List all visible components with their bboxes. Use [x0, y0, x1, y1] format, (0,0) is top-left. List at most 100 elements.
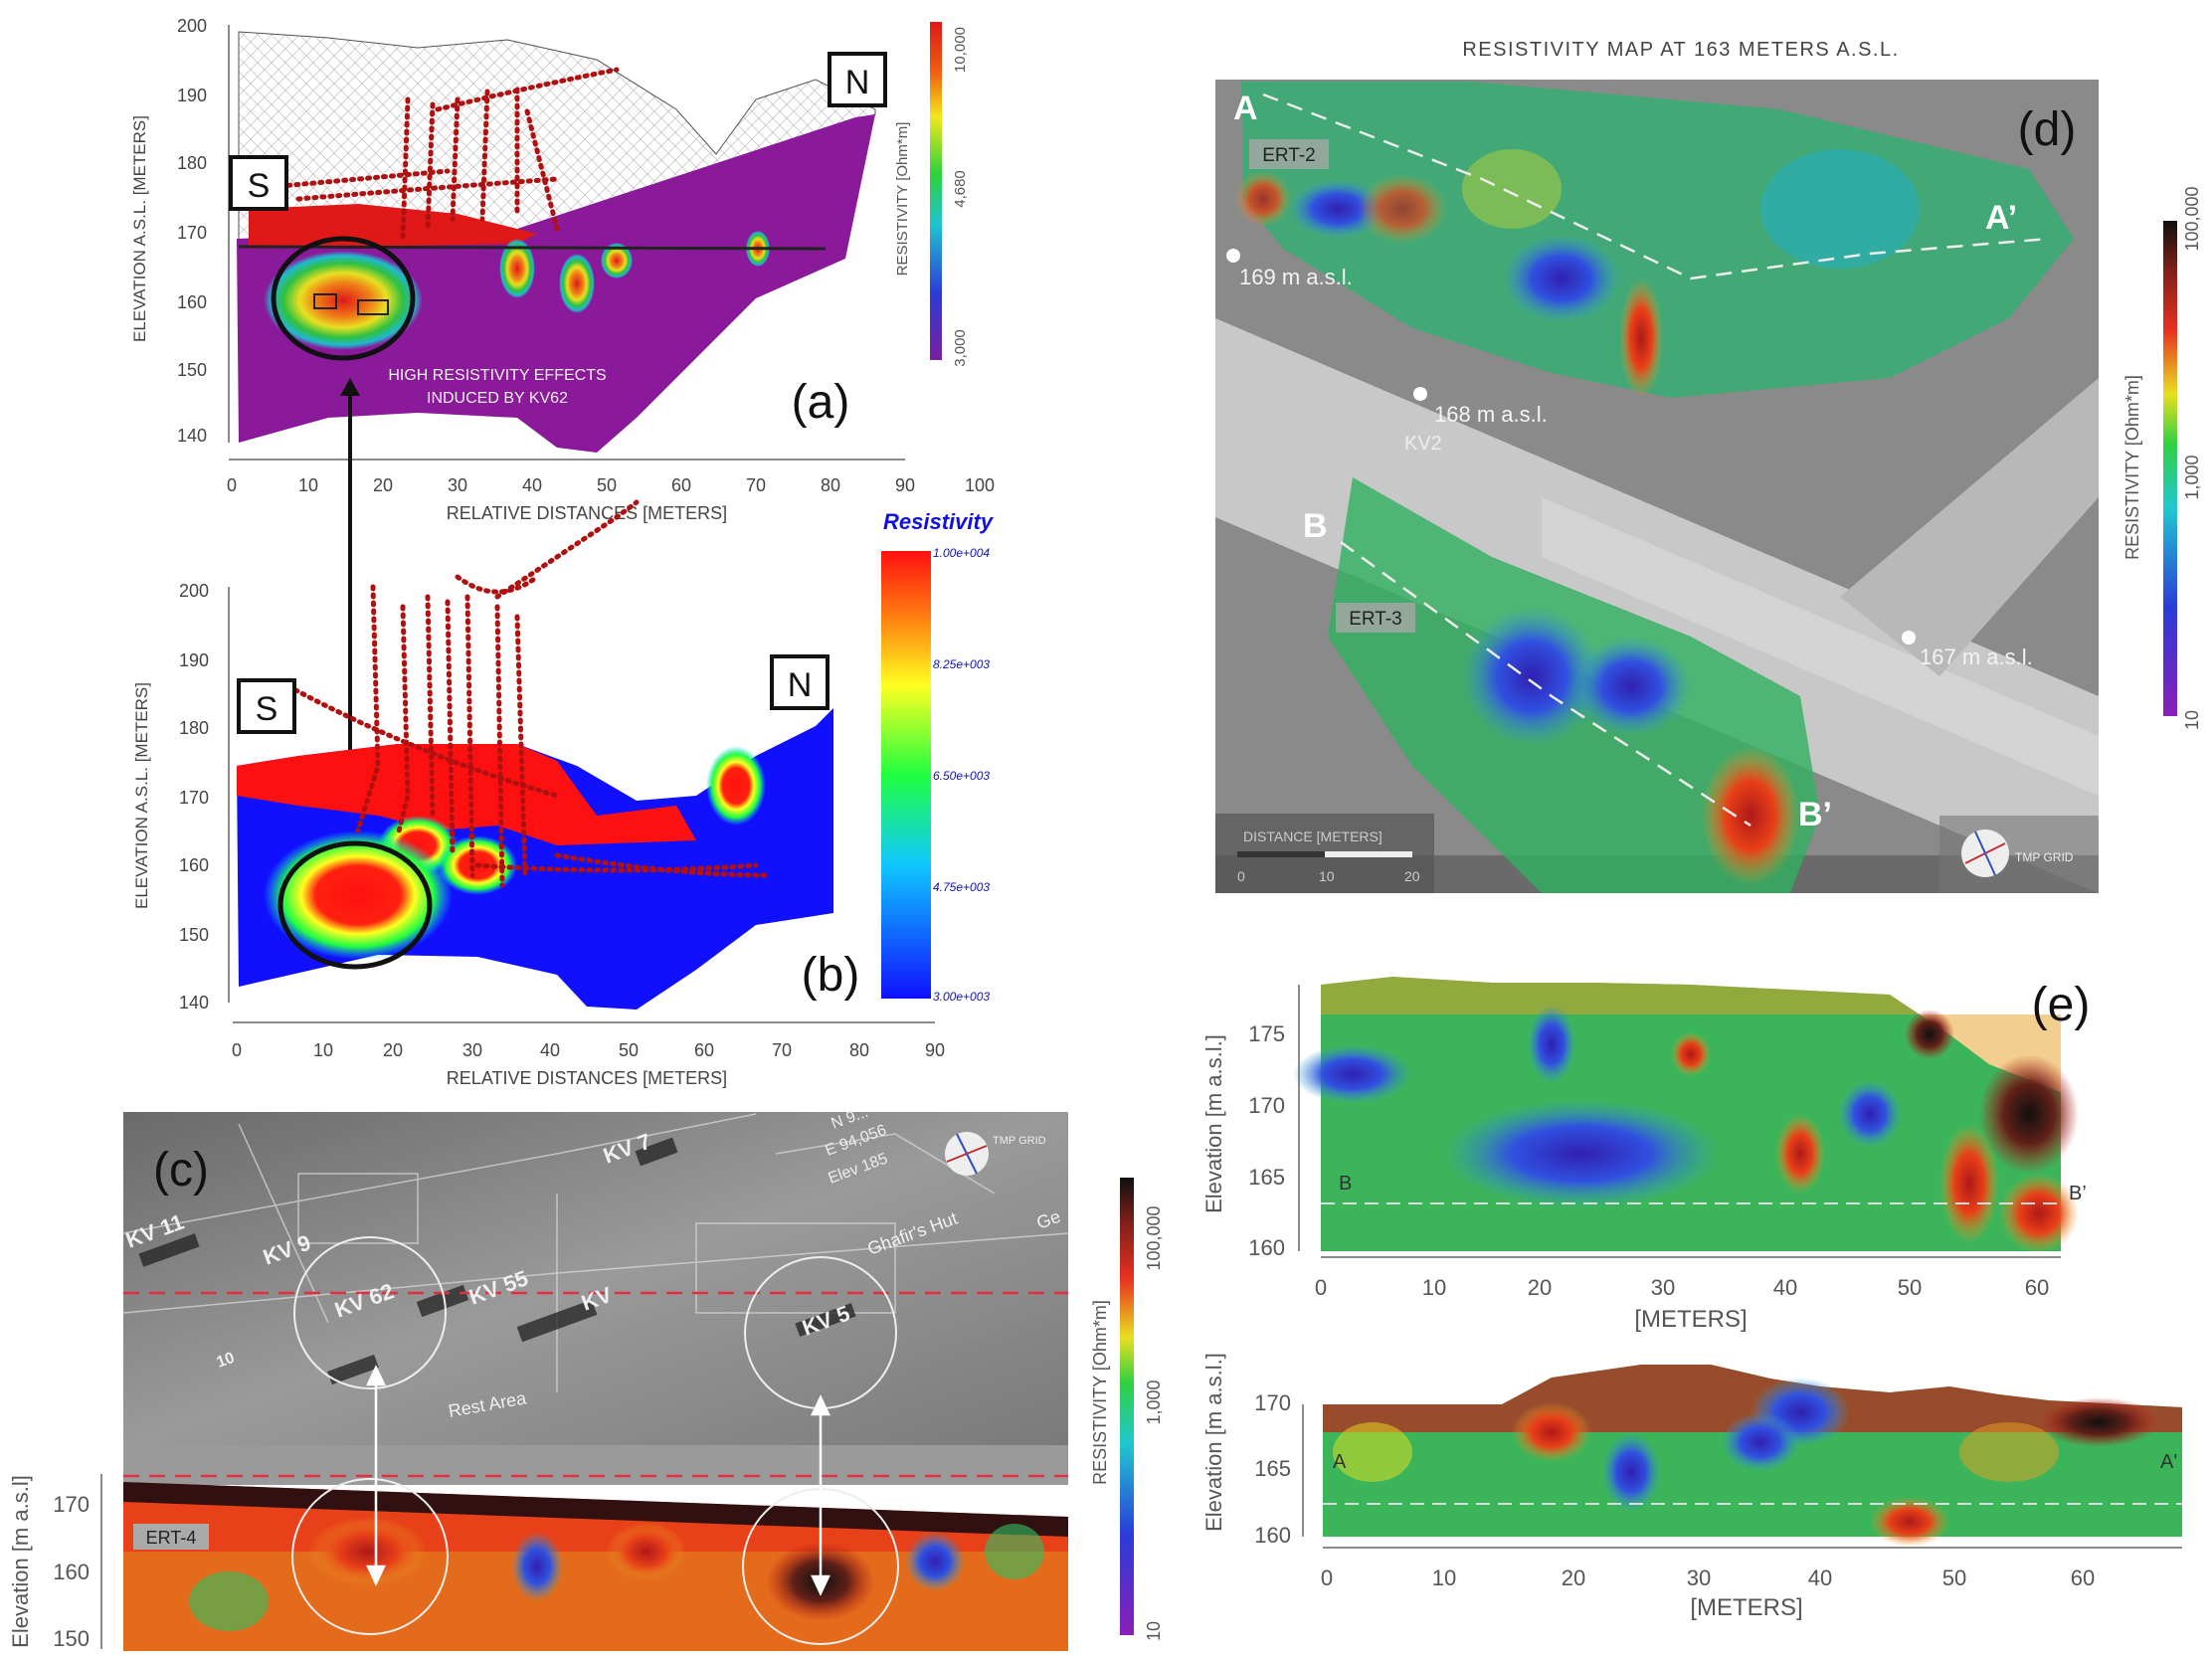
- panel-b-north-box: [770, 654, 830, 710]
- panel-a-xtick: 40: [522, 475, 542, 495]
- panel-c-ert4-tag: ERT-4: [146, 1528, 197, 1548]
- panel-e-blob: [1775, 1114, 1825, 1194]
- panel-e-blob: [1512, 1402, 1591, 1462]
- panel-a-label: (a): [792, 376, 850, 429]
- panel-a-anomaly: [499, 239, 535, 298]
- panel-c-grey-band: [123, 1445, 1068, 1485]
- panel-e-top-xtick: 40: [1773, 1275, 1797, 1300]
- panel-e-bottom-xtick: 30: [1687, 1565, 1711, 1590]
- panel-d-colorbar: [2163, 221, 2177, 716]
- panel-a-xtick: 80: [821, 475, 840, 495]
- panel-d-point-a-prime: A’: [1985, 199, 2017, 237]
- panel-a-ytick: 180: [177, 153, 207, 173]
- panel-b-cbtick: 3.00e+003: [933, 990, 990, 1004]
- panel-e-top-xtick: 20: [1528, 1275, 1552, 1300]
- panel-d-blob: [1701, 746, 1800, 885]
- panel-b-ytick: 200: [179, 581, 209, 601]
- panel-a-ytick: 170: [177, 223, 207, 243]
- panel-e-bottom-xtick: 50: [1942, 1565, 1966, 1590]
- panel-c-ytick: 170: [53, 1492, 90, 1517]
- panel-e-top-yticks: 175 170 165 160: [1248, 1021, 1285, 1260]
- panel-d-blob: [1760, 149, 1920, 269]
- panel-d-profile-b: [1340, 540, 1751, 828]
- panel-b-xtick: 40: [540, 1040, 560, 1060]
- panel-d-compass-icon: TMP GRID: [1939, 816, 2099, 893]
- panel-a-anomaly: [601, 243, 633, 278]
- panel-b-xtick: 90: [925, 1040, 945, 1060]
- panel-a-yticks: 200 190 180 170 160 150 140: [177, 16, 207, 446]
- panel-d-cbtitle: RESISTIVITY [Ohm*m]: [2122, 375, 2142, 560]
- panel-a-cbtick: 4,680: [952, 170, 969, 208]
- panel-c-ylabel: Elevation [m a.s.l]: [8, 1475, 33, 1648]
- panel-b-ytick: 180: [179, 718, 209, 738]
- panel-d-points: A A’ B B’: [1233, 90, 2017, 833]
- panel-b-cbtick: 6.50e+003: [933, 769, 990, 783]
- panel-d-road: [1840, 378, 2099, 676]
- panel-d-elev-point: [1902, 631, 1916, 644]
- panel-e-bottom-ylabel: Elevation [m a.s.l.]: [1201, 1353, 1226, 1532]
- panel-b-ytick: 140: [179, 993, 209, 1013]
- panel-a-north-marker: N: [845, 64, 870, 101]
- panel-b-ytick: 170: [179, 788, 209, 808]
- panel-c-map-shadows: [138, 1137, 856, 1385]
- panel-a-xtick: 0: [227, 475, 237, 495]
- panel-a-circle: [271, 236, 416, 361]
- panel-d-scale-seg: [1325, 851, 1412, 857]
- panel-b-ytick: 160: [179, 855, 209, 875]
- panel-b-cbticks: 1.00e+004 8.25e+003 6.50e+003 4.75e+003 …: [933, 546, 990, 1004]
- panel-a-anomaly: [559, 254, 595, 313]
- panel-b-xlabel: RELATIVE DISTANCES [METERS]: [447, 1068, 727, 1088]
- panel-e-blob: [1442, 1099, 1721, 1208]
- panel-e-bottom-xtick: 10: [1432, 1565, 1456, 1590]
- panel-d-blob: [1462, 149, 1562, 229]
- panel-d-compass-label: TMP GRID: [2015, 850, 2074, 864]
- panel-d-blob: [1358, 174, 1447, 244]
- panel-a-ytick: 150: [177, 360, 207, 380]
- panel-d-elev-label: 168 m a.s.l.: [1434, 402, 1548, 427]
- panel-e-bottom-xlabel: [METERS]: [1690, 1594, 1802, 1621]
- panel-a-annotation-1: HIGH RESISTIVITY EFFECTS: [388, 367, 606, 384]
- panel-e-bottom-xtick: 20: [1562, 1565, 1585, 1590]
- panel-b-cbtick: 4.75e+003: [933, 880, 990, 894]
- panel-a-xtick: 100: [965, 475, 995, 495]
- panel-c-circle-kv62: [293, 1236, 447, 1389]
- panel-d-scale-tick: 20: [1404, 868, 1420, 884]
- panel-e-top-ytick: 160: [1248, 1235, 1285, 1260]
- panel-d-road: [1542, 497, 2099, 796]
- panel-c-map-label: 10: [215, 1350, 238, 1372]
- panel-a-north-box: [828, 52, 887, 107]
- panel-d-elev-point: [1413, 387, 1427, 401]
- panel-a-colorbar: [930, 22, 942, 360]
- panel-c-cbtick: 1,000: [1144, 1380, 1164, 1424]
- panel-e-blob: [1979, 1054, 2079, 1174]
- panel-e-bottom-xticks: 0 10 20 30 40 50 60: [1321, 1565, 2095, 1590]
- panel-b-xtick: 20: [383, 1040, 403, 1060]
- panel-c-compass-label: TMP GRID: [993, 1135, 1046, 1147]
- panel-c-blob: [607, 1522, 686, 1581]
- panel-a-box: [313, 293, 337, 309]
- panel-d-label: (d): [2018, 103, 2077, 156]
- panel-c-blob: [308, 1517, 428, 1586]
- panel-a-ylabel: ELEVATION A.S.L. [METERS]: [130, 115, 149, 342]
- panel-c-ert4-top-dark: [123, 1482, 1068, 1537]
- panel-e-blob: [1905, 1010, 1954, 1059]
- panel-d-cbtick: 1,000: [2182, 455, 2202, 499]
- panel-d-ert3-tag: ERT-3: [1349, 609, 1402, 630]
- panel-a-red-layer: [249, 204, 537, 249]
- panel-e-bottom-xtick: 40: [1808, 1565, 1832, 1590]
- panel-e-blob: [1959, 1422, 2059, 1482]
- panel-e-top-ytick: 170: [1248, 1093, 1285, 1118]
- panel-b-hotspot: [264, 830, 453, 960]
- panel-a-annotation-2: INDUCED BY KV62: [427, 390, 568, 407]
- panel-b-xtick: 60: [694, 1040, 714, 1060]
- panel-e-bottom-yticks: 170 165 160: [1254, 1390, 1291, 1548]
- panel-a-xtick: 60: [671, 475, 691, 495]
- panel-e-top-xlabel: [METERS]: [1634, 1306, 1747, 1333]
- panel-d-blob: [1462, 607, 1601, 746]
- panel-b-ytick: 190: [179, 650, 209, 670]
- panel-d-point-b: B: [1303, 507, 1328, 545]
- panel-d-scale-tick: 0: [1237, 868, 1245, 884]
- panel-d-blob: [1235, 171, 1291, 227]
- panel-a-xtick: 90: [895, 475, 915, 495]
